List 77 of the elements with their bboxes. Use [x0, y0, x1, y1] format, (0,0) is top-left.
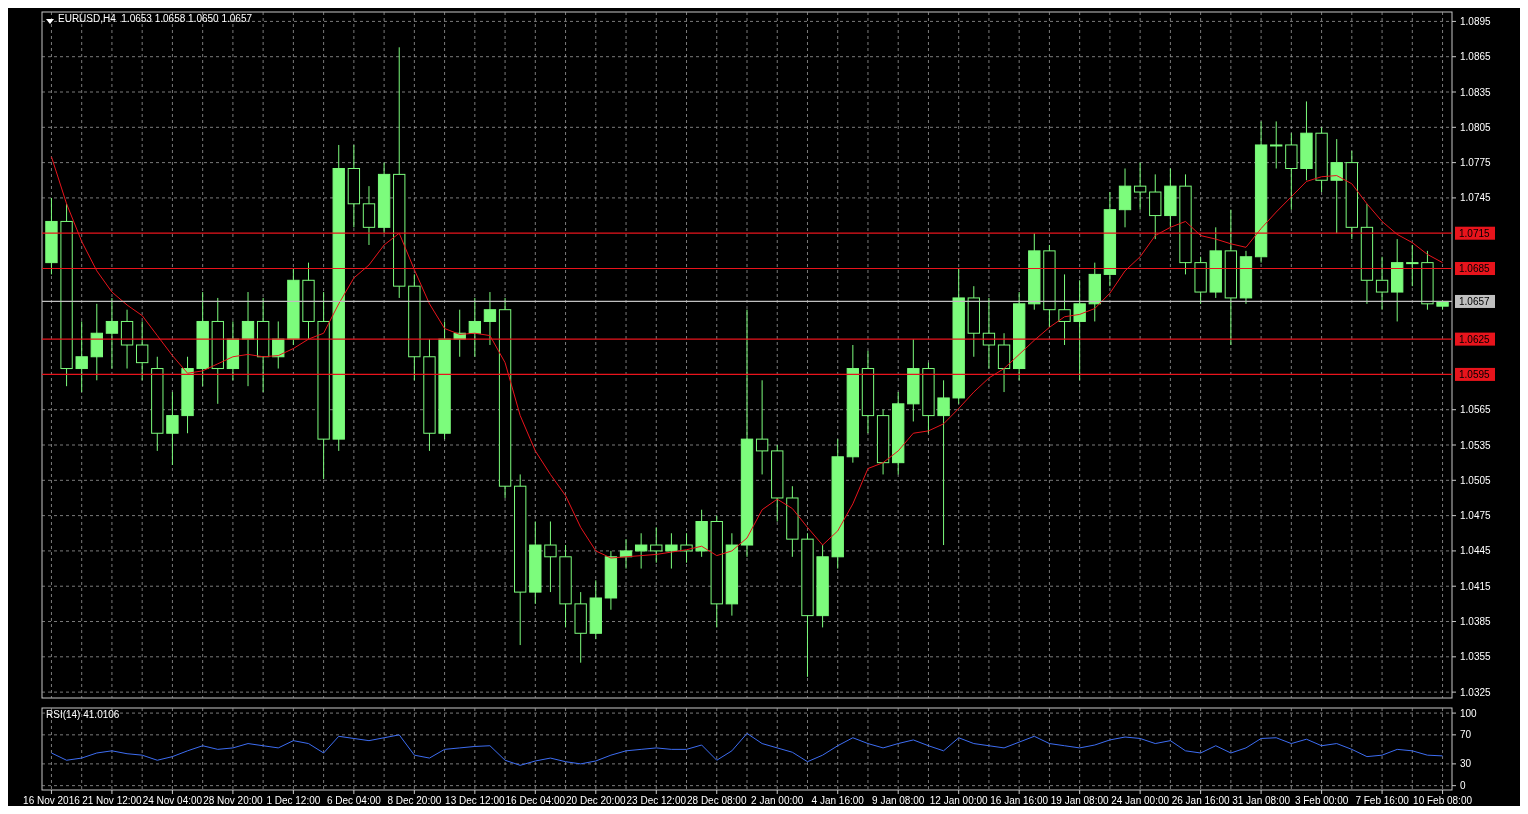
y-tick-label: 1.0805: [1460, 121, 1492, 133]
candlestick: [997, 332, 1011, 393]
y-tick-label: 1.0475: [1460, 510, 1492, 522]
y-tick-label: 100: [1460, 707, 1478, 719]
y-tick-label: 30: [1460, 758, 1472, 770]
candlestick: [1073, 279, 1086, 381]
y-tick-label: 1.0745: [1460, 192, 1492, 204]
y-tick-label: 1.0775: [1460, 157, 1492, 169]
y-tick-label: 1.0415: [1460, 580, 1492, 592]
x-tick-label: 21 Nov 12:00: [82, 795, 143, 806]
candlestick: [650, 526, 663, 564]
y-tick-label: 1.0565: [1460, 404, 1492, 416]
x-tick-label: 3 Feb 00:00: [1294, 795, 1349, 806]
candlestick: [1118, 168, 1132, 228]
candlestick: [166, 391, 179, 466]
x-tick-label: 12 Jan 00:00: [929, 795, 989, 806]
x-tick-label: 4 Jan 16:00: [811, 795, 865, 806]
x-tick-label: 28 Dec 08:00: [687, 795, 747, 806]
x-tick-label: 16 Jan 16:00: [990, 795, 1049, 806]
candlestick: [136, 320, 149, 381]
x-tick-label: 31 Jan 08:00: [1232, 795, 1291, 806]
candlestick: [1270, 120, 1283, 169]
candlestick: [75, 320, 88, 393]
candlestick: [755, 379, 769, 475]
x-tick-label: 24 Jan 00:00: [1111, 795, 1170, 806]
candlestick: [1406, 244, 1419, 287]
y-tick-label: 1.0445: [1460, 545, 1492, 557]
candlestick: [1058, 273, 1071, 346]
candlestick: [105, 297, 119, 370]
candlestick: [120, 309, 134, 370]
candlestick: [544, 521, 557, 593]
x-tick-label: 8 Dec 20:00: [387, 795, 442, 806]
candlestick: [1375, 256, 1389, 311]
candlestick: [1285, 132, 1298, 211]
x-tick-label: 6 Dec 04:00: [326, 795, 382, 806]
y-tick-label: 1.0895: [1460, 15, 1492, 27]
ref-line-label: 1.0685: [1459, 263, 1491, 275]
x-tick-label: 9 Jan 08:00: [872, 795, 925, 806]
y-tick-label: 1.0325: [1460, 686, 1492, 698]
x-tick-label: 16 Nov 2016: [23, 795, 81, 806]
x-tick-label: 19 Jan 08:00: [1050, 795, 1110, 806]
candlestick: [937, 379, 950, 546]
x-tick-label: 23 Dec 12:00: [626, 795, 687, 806]
y-tick-label: 1.0505: [1460, 474, 1492, 486]
y-tick-label: 0: [1460, 780, 1466, 792]
x-tick-label: 20 Dec 20:00: [566, 795, 626, 806]
x-tick-label: 24 Nov 04:00: [142, 795, 203, 806]
x-tick-label: 7 Feb 16:00: [1355, 795, 1410, 806]
candlestick: [634, 532, 648, 570]
ref-line-label: 1.0657: [1459, 295, 1491, 307]
candlestick: [90, 303, 103, 381]
ref-line-label: 1.0715: [1459, 227, 1491, 239]
candlestick: [1133, 162, 1147, 211]
y-tick-label: 1.0355: [1460, 651, 1492, 663]
chart-title: EURUSD,H4 1.0653 1.0658 1.0650 1.0657: [58, 13, 253, 24]
x-tick-label: 26 Jan 16:00: [1171, 795, 1230, 806]
x-tick-label: 28 Nov 20:00: [203, 795, 264, 806]
candlestick: [665, 532, 678, 570]
y-tick-label: 1.0535: [1460, 439, 1492, 451]
chart-title: RSI(14) 41.0106: [46, 709, 120, 720]
line-series: [50, 732, 1444, 766]
y-tick-label: 1.0835: [1460, 86, 1492, 98]
y-tick-label: 1.0865: [1460, 51, 1492, 63]
x-tick-label: 13 Dec 12:00: [445, 795, 505, 806]
ref-line-label: 1.0625: [1459, 333, 1491, 345]
y-tick-label: 70: [1460, 729, 1472, 741]
x-tick-label: 1 Dec 12:00: [266, 795, 321, 806]
ref-line-label: 1.0595: [1459, 368, 1491, 380]
x-tick-label: 2 Jan 00:00: [751, 795, 804, 806]
candlestick: [1149, 173, 1162, 240]
candlestick: [468, 297, 481, 358]
x-tick-label: 16 Dec 04:00: [505, 795, 566, 806]
candlestick: [1330, 138, 1343, 234]
y-tick-label: 1.0385: [1460, 616, 1492, 628]
candlestick: [362, 185, 376, 246]
candlestick: [483, 291, 497, 346]
x-tick-label: 10 Feb 08:00: [1413, 795, 1473, 806]
